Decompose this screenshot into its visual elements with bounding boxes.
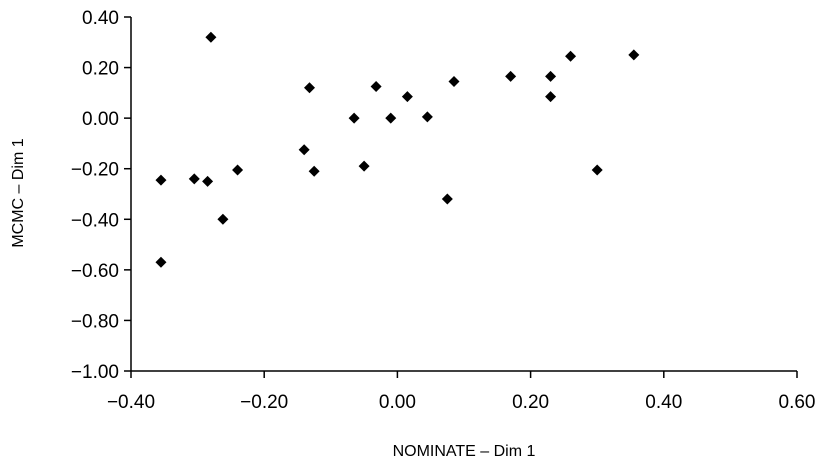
- data-point: [401, 91, 413, 103]
- data-point: [348, 112, 360, 124]
- data-point: [448, 75, 460, 87]
- data-point: [628, 49, 640, 61]
- x-tick-label: 0.20: [512, 392, 549, 413]
- data-point: [441, 193, 453, 205]
- y-tick-label: −0.80: [71, 311, 119, 332]
- data-point: [308, 165, 320, 177]
- data-point: [232, 164, 244, 176]
- data-point: [358, 160, 370, 172]
- data-point: [205, 31, 217, 43]
- x-tick-label: −0.20: [240, 392, 288, 413]
- data-point: [188, 173, 200, 185]
- axes: [130, 17, 797, 372]
- x-axis-title: NOMINATE – Dim 1: [393, 443, 536, 460]
- data-point: [385, 112, 397, 124]
- x-tick-label: 0.60: [779, 392, 816, 413]
- data-point: [565, 50, 577, 62]
- y-tick-label: −0.20: [71, 160, 119, 181]
- data-point: [202, 175, 214, 187]
- data-point: [303, 82, 315, 94]
- data-point: [155, 256, 167, 268]
- data-point: [217, 213, 229, 225]
- x-tick-label: −0.40: [107, 392, 155, 413]
- x-tick-label: 0.00: [379, 392, 416, 413]
- x-tick-label: 0.40: [645, 392, 682, 413]
- y-axis-ticks: 0.40 0.20 0.00 −0.20 −0.40 −0.60 −0.80 −1.00: [71, 8, 131, 383]
- x-axis-ticks: −0.40 −0.20 0.00 0.20 0.40 0.60: [107, 371, 816, 413]
- y-tick-label: 0.00: [82, 109, 119, 130]
- y-tick-label: 0.40: [82, 8, 119, 29]
- data-point: [155, 174, 167, 186]
- data-points: [155, 31, 640, 268]
- y-axis-title: MCMC – Dim 1: [10, 138, 27, 247]
- data-point: [545, 70, 557, 82]
- y-tick-label: 0.20: [82, 59, 119, 80]
- data-point: [591, 164, 603, 176]
- data-point: [545, 91, 557, 103]
- data-point: [421, 111, 433, 123]
- data-point: [298, 144, 310, 156]
- y-tick-label: −0.40: [71, 210, 119, 231]
- y-tick-label: −1.00: [71, 362, 119, 383]
- data-point: [370, 81, 382, 93]
- data-point: [505, 70, 517, 82]
- y-tick-label: −0.60: [71, 261, 119, 282]
